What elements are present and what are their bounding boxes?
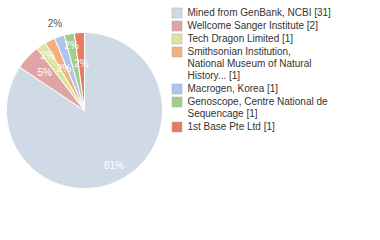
svg-text:2%: 2% xyxy=(40,50,55,61)
svg-text:2%: 2% xyxy=(64,40,79,51)
svg-text:Mined from GenBank, NCBI [31]: Mined from GenBank, NCBI [31] xyxy=(188,7,332,18)
svg-text:Genoscope, Centre National deS: Genoscope, Centre National deSequencage … xyxy=(188,96,329,119)
svg-text:5%: 5% xyxy=(37,67,52,78)
svg-text:2%: 2% xyxy=(57,63,72,74)
svg-text:2%: 2% xyxy=(74,58,89,69)
svg-text:Smithsonian Institution,Nation: Smithsonian Institution,National Museum … xyxy=(188,46,312,81)
svg-text:1st Base Pte Ltd [1]: 1st Base Pte Ltd [1] xyxy=(188,121,275,132)
svg-text:2%: 2% xyxy=(48,18,63,29)
svg-text:Macrogen, Korea [1]: Macrogen, Korea [1] xyxy=(188,83,279,94)
svg-text:Tech Dragon Limited [1]: Tech Dragon Limited [1] xyxy=(188,33,294,44)
svg-text:Wellcome Sanger Institute [2]: Wellcome Sanger Institute [2] xyxy=(188,20,319,31)
svg-text:81%: 81% xyxy=(104,160,124,171)
